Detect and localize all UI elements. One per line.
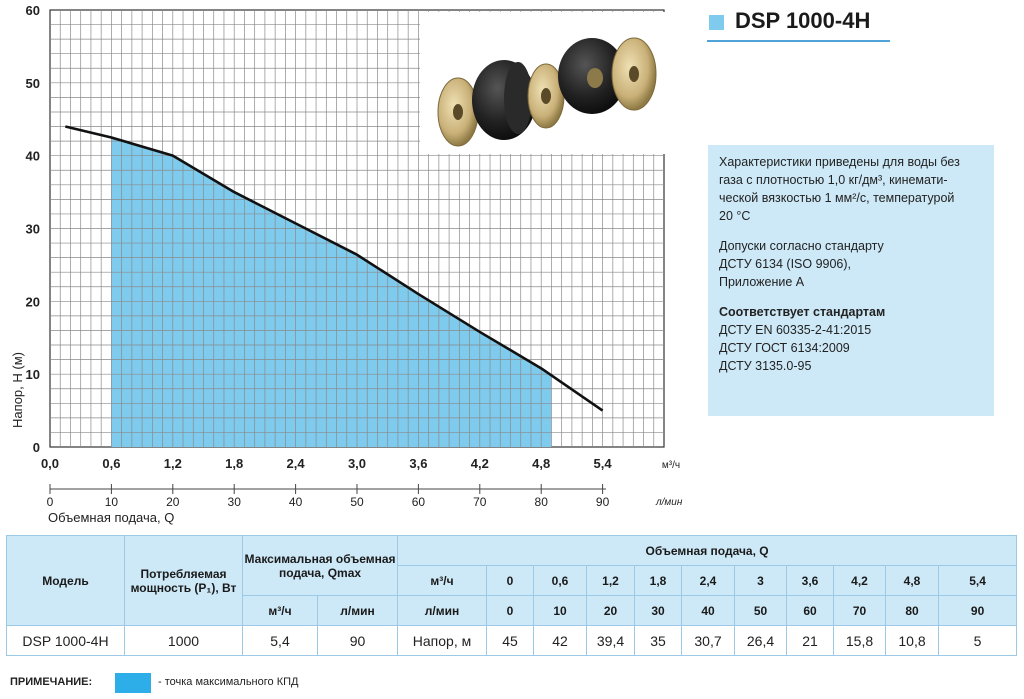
head-cell: 35	[634, 625, 683, 656]
header-power: Потребляемая мощность (P₁), Вт	[124, 535, 243, 626]
info-line: Допуски согласно стандарту	[719, 239, 884, 253]
x2-tick-label: 0	[47, 495, 54, 509]
info-line: Характеристики приведены для воды без	[719, 155, 960, 169]
x-axis-title: Объемная подача, Q	[48, 510, 174, 525]
row-lmin-label: л/мин	[397, 595, 488, 626]
x2-tick-label: 30	[228, 495, 242, 509]
info-line: ДСТУ EN 60335-2-41:2015	[719, 323, 872, 337]
power-cell: 1000	[124, 625, 243, 656]
model-cell: DSP 1000-4H	[6, 625, 125, 656]
head-cell: 45	[486, 625, 535, 656]
flow-m3h-header: 1,2	[586, 565, 636, 596]
flow-lmin-header: 30	[634, 595, 683, 626]
y-tick-label: 10	[26, 367, 40, 382]
info-line: газа с плотностью 1,0 кг/дм³, кинемати-	[719, 173, 948, 187]
x-tick-label: 2,4	[287, 456, 306, 471]
info-line: ДСТУ ГОСТ 6134:2009	[719, 341, 850, 355]
flow-lmin-header: 10	[533, 595, 588, 626]
x-tick-label: 0,6	[102, 456, 120, 471]
flow-lmin-header: 70	[833, 595, 887, 626]
y-tick-label: 60	[26, 3, 40, 18]
qmax-lmin-cell: 90	[316, 625, 399, 656]
head-label-cell: Напор, м	[397, 625, 488, 656]
x-tick-label: 4,2	[471, 456, 489, 471]
flow-m3h-header: 0	[486, 565, 535, 596]
x-tick-label: 3,6	[409, 456, 427, 471]
qmax-m3-header: м³/ч	[242, 595, 318, 626]
x-tick-label: 3,0	[348, 456, 366, 471]
flow-m3h-header: 2,4	[681, 565, 736, 596]
info-line: 20 °С	[719, 209, 751, 223]
x2-tick-label: 10	[105, 495, 119, 509]
x2-tick-label: 60	[412, 495, 426, 509]
header-flow: Объемная подача, Q	[397, 535, 1018, 566]
flow-lmin-header: 20	[586, 595, 636, 626]
flow-lmin-header: 90	[938, 595, 1018, 626]
title-square-icon	[709, 15, 724, 30]
x2-tick-label: 90	[596, 495, 610, 509]
impeller-photo	[420, 12, 668, 154]
info-line: Приложение А	[719, 275, 805, 289]
y-tick-label: 40	[26, 149, 40, 164]
y-tick-label: 0	[33, 440, 40, 455]
flow-m3h-header: 5,4	[938, 565, 1018, 596]
x-tick-label: 1,2	[164, 456, 182, 471]
flow-lmin-header: 0	[486, 595, 535, 626]
head-cell: 30,7	[681, 625, 736, 656]
head-cell: 42	[533, 625, 588, 656]
header-qmax: Максимальная объемная подача, Qmax	[241, 535, 399, 596]
x-tick-label: 5,4	[594, 456, 613, 471]
y-tick-label: 50	[26, 76, 40, 91]
flow-m3h-header: 0,6	[533, 565, 588, 596]
info-line: ДСТУ 6134 (ISO 9906),	[719, 257, 852, 271]
note-label: ПРИМЕЧАНИЕ:	[10, 676, 93, 688]
qmax-lmin-header: л/мин	[316, 595, 399, 626]
info-line: ДСТУ 3135.0-95	[719, 359, 812, 373]
page-title: DSP 1000-4H	[735, 8, 871, 33]
flow-m3h-header: 4,8	[885, 565, 940, 596]
x2-tick-label: 20	[166, 495, 180, 509]
head-cell: 15,8	[833, 625, 887, 656]
efficiency-swatch	[115, 673, 151, 693]
flow-lmin-header: 50	[734, 595, 788, 626]
qmax-m3-cell: 5,4	[242, 625, 318, 656]
info-panel: Характеристики приведены для воды без газ…	[708, 145, 994, 416]
header-model: Модель	[6, 535, 125, 626]
standards-title: Соответствует стандартам	[719, 305, 886, 319]
head-cell: 26,4	[734, 625, 788, 656]
specs-table: Модель Потребляемая мощность (P₁), Вт Ма…	[6, 535, 1018, 656]
flow-lmin-header: 40	[681, 595, 736, 626]
x-tick-label: 1,8	[225, 456, 243, 471]
flow-m3h-header: 4,2	[833, 565, 887, 596]
operating-range-fill	[111, 137, 552, 448]
x-tick-label: 0,0	[41, 456, 59, 471]
head-cell: 39,4	[586, 625, 636, 656]
x-tick-label: 4,8	[532, 456, 550, 471]
x2-tick-label: 50	[350, 495, 364, 509]
note-text: - точка максимального КПД	[158, 676, 299, 688]
y-tick-label: 20	[26, 294, 40, 309]
head-cell: 21	[786, 625, 835, 656]
flow-m3h-header: 3	[734, 565, 788, 596]
x2-unit-label: л/мин	[655, 497, 683, 508]
head-cell: 10,8	[885, 625, 940, 656]
flow-m3h-header: 3,6	[786, 565, 835, 596]
head-curve	[65, 125, 604, 412]
flow-lmin-header: 80	[885, 595, 940, 626]
impeller-parts-image	[437, 37, 657, 147]
row-m3-label: м³/ч	[397, 565, 488, 596]
x-unit-label: м³/ч	[662, 460, 680, 471]
title-block: DSP 1000-4H	[707, 6, 890, 42]
x2-tick-label: 40	[289, 495, 303, 509]
flow-lmin-header: 60	[786, 595, 835, 626]
head-cell: 5	[938, 625, 1018, 656]
y-tick-label: 30	[26, 222, 40, 237]
x2-tick-label: 70	[473, 495, 487, 509]
y-axis-title: Напор, H (м)	[10, 352, 25, 428]
flow-m3h-header: 1,8	[634, 565, 683, 596]
info-line: ческой вязкостью 1 мм²/с, температурой	[719, 191, 955, 205]
x2-tick-label: 80	[535, 495, 549, 509]
